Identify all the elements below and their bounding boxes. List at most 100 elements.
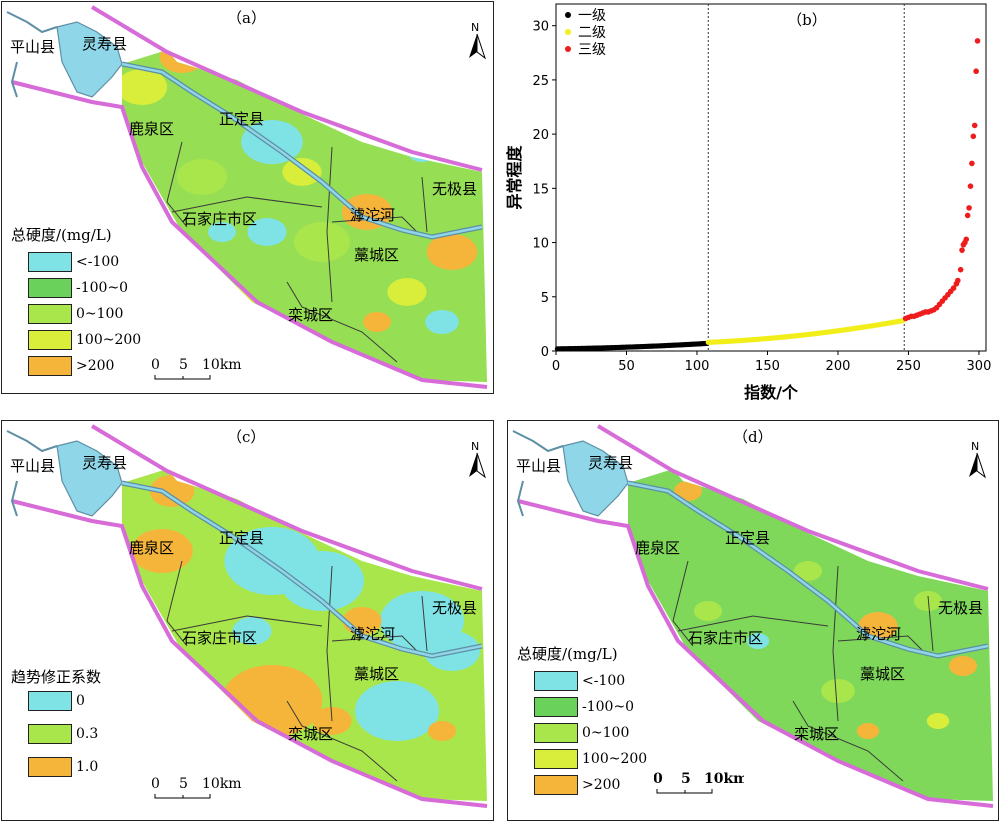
svg-text:0: 0 (152, 776, 160, 792)
reservoir (56, 21, 123, 98)
legend-item: 0~100 (534, 723, 629, 743)
map-zone (232, 617, 272, 645)
district-boundary (677, 615, 829, 632)
x-tick-label: 50 (618, 359, 635, 374)
data-point (964, 212, 971, 219)
county-boundary (90, 424, 483, 591)
place-label: 平山县 (10, 457, 55, 475)
map-zone (363, 312, 391, 332)
place-label: 滹沱河 (350, 206, 395, 224)
legend-item: -100~0 (28, 278, 128, 298)
legend-label: <-100 (76, 254, 120, 270)
chart-title: （b） (787, 11, 827, 29)
legend-item: 0.3 (28, 724, 98, 744)
scatter-chart: 0 50 100 150 200 250 300 0 5 10 15 20 25 30 指数/个 异常程度 （b… (505, 3, 992, 401)
district-boundary (286, 281, 398, 363)
legend-item: 100~200 (534, 749, 647, 769)
data-point (974, 38, 981, 44)
legend-marker (565, 46, 571, 52)
map-zone (425, 310, 459, 334)
x-tick-label: 300 (967, 359, 992, 374)
legend-item: <-100 (28, 252, 119, 272)
y-tick-label: 25 (532, 74, 549, 89)
legend-swatch (28, 724, 72, 744)
map-zone (794, 561, 822, 581)
tributary (10, 480, 18, 517)
svg-text:0: 0 (654, 771, 663, 787)
county-boundary (90, 5, 483, 172)
place-label: 栾城区 (794, 725, 839, 743)
north-arrow-icon: N (966, 439, 988, 479)
map-zone (282, 158, 322, 186)
map-zone (926, 713, 950, 729)
map-panel-c: 平山县 灵寿县 鹿泉区 正定县 石家庄市区 滹沱河 藁城区 无极县 栾城区 （c） N 趋势修正… (1, 420, 494, 821)
reservoir (562, 440, 629, 517)
series-二级 (705, 318, 906, 345)
legend-swatch (534, 723, 578, 743)
legend-swatch (534, 697, 578, 717)
place-label: 平山县 (516, 457, 561, 475)
county-boundary (596, 424, 989, 591)
legend-label: -100~0 (76, 280, 129, 296)
map-zone (821, 679, 855, 703)
place-label: 鹿泉区 (129, 120, 174, 138)
place-label: 滹沱河 (856, 625, 901, 643)
legend-item: <-100 (534, 671, 625, 691)
y-tick-label: 15 (532, 182, 549, 197)
place-label: 藁城区 (354, 665, 399, 683)
map-panel-a: 平山县 灵寿县 鹿泉区 正定县 石家庄市区 滹沱河 藁城区 无极县 栾城区 （a） N 总硬度/… (1, 1, 494, 394)
map-zone (280, 551, 364, 611)
legend-label: >200 (76, 358, 115, 374)
district-boundary (672, 560, 694, 647)
chart-panel-b: 0 50 100 150 200 250 300 0 5 10 15 20 25 30 指数/个 异常程度 （b… (498, 1, 998, 401)
district-boundary (166, 560, 188, 647)
data-point (973, 68, 979, 75)
place-label: 鹿泉区 (635, 539, 680, 557)
map-zone (856, 723, 880, 739)
district-boundary (326, 565, 333, 722)
map-zone (746, 633, 770, 649)
y-tick-label: 20 (532, 128, 549, 143)
place-label: 无极县 (938, 599, 983, 617)
district-boundary (421, 176, 428, 233)
data-point (967, 183, 974, 189)
district-boundary (166, 141, 188, 228)
svg-text:10km: 10km (704, 771, 744, 787)
tributary (10, 61, 18, 98)
svg-text:5: 5 (179, 357, 188, 373)
x-axis-label: 指数/个 (744, 383, 799, 401)
legend-label: 0~100 (582, 725, 630, 741)
svg-text:10km: 10km (202, 357, 242, 373)
y-tick-label: 0 (541, 345, 549, 360)
hutuo-river-fill (627, 481, 989, 658)
x-tick-label: 250 (896, 359, 921, 374)
y-axis-label: 异常程度 (505, 145, 524, 210)
legend-label: 1.0 (76, 759, 99, 775)
data-point (969, 160, 975, 167)
y-tick-label: 10 (532, 237, 549, 252)
map-zone (949, 656, 977, 676)
legend-label: 100~200 (582, 751, 648, 767)
data-point (971, 122, 978, 129)
legend-swatch (28, 691, 72, 711)
legend-label: <-100 (582, 673, 626, 689)
district-boundary (326, 146, 333, 303)
legend-swatch (28, 304, 72, 324)
district-boundary (927, 595, 934, 652)
county-boundary (11, 80, 488, 389)
county-boundary (11, 499, 488, 808)
legend-marker (565, 12, 571, 18)
place-label: 鹿泉区 (129, 539, 174, 557)
data-point (957, 266, 964, 273)
panel-label: （a） (227, 9, 266, 27)
legend-label: 100~200 (76, 332, 142, 348)
map-panel-d: 平山县 灵寿县 鹿泉区 正定县 石家庄市区 滹沱河 藁城区 无极县 栾城区 （d） N 总硬度/… (507, 420, 999, 821)
y-tick-label: 30 (532, 20, 549, 35)
legend-swatch (534, 749, 578, 769)
data-point (970, 133, 977, 140)
map-zone (355, 681, 439, 741)
panel-label: （c） (227, 428, 266, 446)
place-label: 灵寿县 (82, 454, 127, 472)
panel-label: （d） (733, 428, 773, 446)
data-point (950, 285, 957, 291)
